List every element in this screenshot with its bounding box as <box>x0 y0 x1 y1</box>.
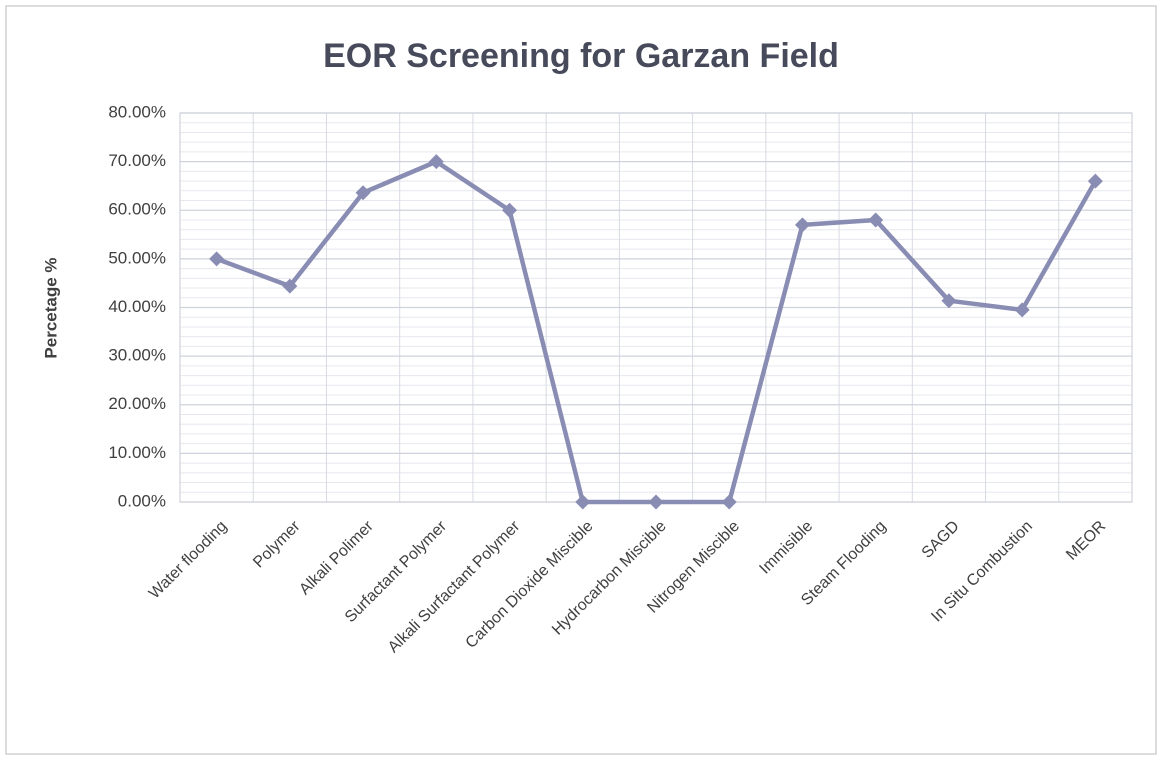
chart-border <box>5 5 1157 755</box>
data-point <box>1087 173 1103 189</box>
y-tick-label: 20.00% <box>108 394 166 413</box>
data-point <box>868 212 884 228</box>
data-point <box>941 293 957 309</box>
data-point <box>575 494 591 510</box>
data-point <box>794 217 810 233</box>
y-tick-label: 70.00% <box>108 151 166 170</box>
y-tick-label: 30.00% <box>108 346 166 365</box>
data-point <box>209 251 225 267</box>
data-point <box>502 202 518 218</box>
data-point <box>1014 302 1030 318</box>
y-tick-label: 0.00% <box>118 491 166 510</box>
data-point <box>282 278 298 294</box>
y-tick-label: 40.00% <box>108 297 166 316</box>
data-point <box>721 494 737 510</box>
y-axis-label: Percetage % <box>41 257 60 358</box>
y-tick-label: 80.00% <box>108 102 166 121</box>
y-tick-label: 50.00% <box>108 248 166 267</box>
y-tick-label: 60.00% <box>108 200 166 219</box>
data-point <box>648 494 664 510</box>
chart-title: EOR Screening for Garzan Field <box>323 37 839 75</box>
data-point <box>428 154 444 170</box>
y-tick-label: 10.00% <box>108 443 166 462</box>
data-point <box>355 185 371 201</box>
